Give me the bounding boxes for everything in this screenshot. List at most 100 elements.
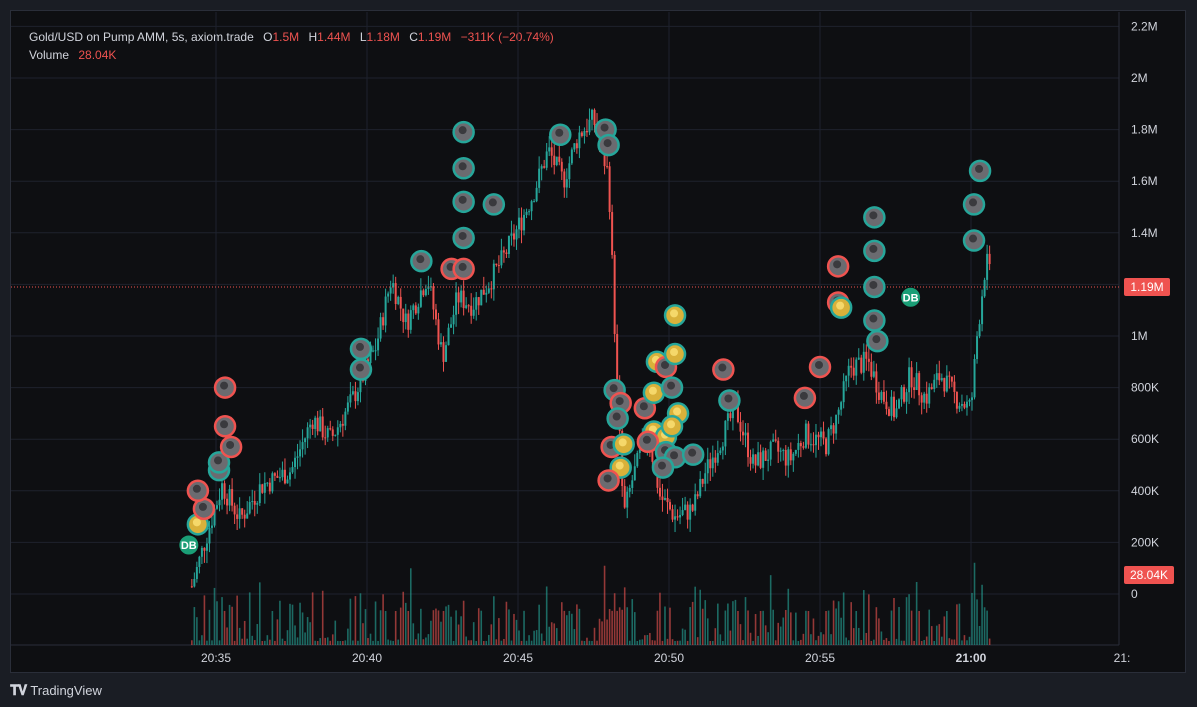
candle-body[interactable] (870, 361, 873, 377)
candle-body[interactable] (616, 334, 619, 382)
candle-body[interactable] (439, 342, 442, 345)
candle-body[interactable] (263, 482, 266, 493)
candle-body[interactable] (694, 494, 697, 511)
candle-body[interactable] (321, 416, 324, 438)
candle-body[interactable] (271, 473, 274, 492)
candle-body[interactable] (940, 378, 943, 381)
candle-body[interactable] (593, 109, 596, 125)
candle-body[interactable] (792, 453, 795, 461)
candle-body[interactable] (736, 400, 739, 422)
candle-body[interactable] (661, 496, 664, 500)
candle-body[interactable] (978, 324, 981, 337)
candle-body[interactable] (799, 443, 802, 447)
candle-body[interactable] (835, 414, 838, 434)
candle-body[interactable] (389, 287, 392, 294)
candle-body[interactable] (339, 423, 342, 428)
candle-body[interactable] (716, 453, 719, 463)
candle-body[interactable] (787, 449, 790, 466)
candle-body[interactable] (580, 132, 583, 136)
candle-body[interactable] (955, 391, 958, 409)
candle-body[interactable] (706, 459, 709, 474)
candle-body[interactable] (658, 487, 661, 497)
candle-body[interactable] (588, 119, 591, 133)
candle-body[interactable] (807, 423, 810, 445)
candle-body[interactable] (611, 212, 614, 255)
candle-body[interactable] (246, 513, 249, 519)
candle-body[interactable] (200, 547, 203, 557)
candle-body[interactable] (356, 392, 359, 402)
candle-body[interactable] (867, 358, 870, 362)
candle-body[interactable] (747, 432, 750, 458)
candle-body[interactable] (540, 166, 543, 169)
candle-body[interactable] (721, 446, 724, 451)
candle-body[interactable] (958, 405, 961, 409)
candle-body[interactable] (243, 514, 246, 519)
candle-body[interactable] (950, 376, 953, 382)
candle-body[interactable] (273, 473, 276, 476)
candle-body[interactable] (782, 450, 785, 452)
candle-body[interactable] (326, 428, 329, 438)
candle-body[interactable] (789, 449, 792, 461)
candle-body[interactable] (299, 449, 302, 457)
candle-body[interactable] (314, 417, 317, 429)
candle-body[interactable] (341, 423, 344, 426)
candle-body[interactable] (442, 342, 445, 362)
candle-body[interactable] (583, 130, 586, 136)
candle-body[interactable] (291, 467, 294, 473)
candle-body[interactable] (651, 448, 654, 462)
candle-body[interactable] (963, 403, 966, 408)
candle-body[interactable] (417, 306, 420, 314)
candle-body[interactable] (497, 265, 500, 267)
candle-body[interactable] (525, 211, 528, 215)
candle-body[interactable] (590, 109, 593, 120)
candle-body[interactable] (699, 478, 702, 497)
candle-body[interactable] (359, 371, 362, 393)
candle-body[interactable] (880, 391, 883, 400)
candle-body[interactable] (555, 156, 558, 166)
candle-body[interactable] (500, 250, 503, 266)
candle-body[interactable] (286, 479, 289, 484)
candle-body[interactable] (422, 290, 425, 296)
candle-body[interactable] (538, 168, 541, 188)
candle-body[interactable] (231, 489, 234, 506)
candle-body[interactable] (570, 149, 573, 164)
candle-body[interactable] (429, 286, 432, 288)
candle-body[interactable] (847, 365, 850, 376)
candle-body[interactable] (971, 397, 974, 401)
candle-body[interactable] (608, 166, 611, 213)
candle-body[interactable] (739, 422, 742, 432)
candle-body[interactable] (266, 482, 269, 484)
candle-body[interactable] (434, 309, 437, 320)
candle-body[interactable] (296, 456, 299, 458)
candle-body[interactable] (663, 497, 666, 500)
candle-body[interactable] (981, 296, 984, 325)
candle-body[interactable] (251, 501, 254, 503)
candle-body[interactable] (311, 424, 314, 429)
candle-body[interactable] (512, 233, 515, 240)
candle-body[interactable] (948, 375, 951, 377)
candle-body[interactable] (719, 450, 722, 454)
candle-body[interactable] (490, 288, 493, 290)
candle-body[interactable] (543, 166, 546, 168)
candle-body[interactable] (578, 132, 581, 149)
candle-body[interactable] (241, 508, 244, 515)
candle-body[interactable] (470, 305, 473, 316)
candle-body[interactable] (872, 371, 875, 377)
candle-body[interactable] (533, 201, 536, 203)
dev-buy-marker[interactable] (900, 286, 922, 308)
candle-body[interactable] (402, 308, 405, 323)
candle-body[interactable] (887, 409, 890, 416)
candle-body[interactable] (520, 217, 523, 231)
candle-body[interactable] (387, 293, 390, 297)
candle-body[interactable] (797, 443, 800, 450)
candle-body[interactable] (550, 147, 553, 156)
candle-body[interactable] (213, 508, 216, 526)
candle-body[interactable] (895, 408, 898, 418)
candle-body[interactable] (288, 472, 291, 480)
candle-body[interactable] (777, 440, 780, 452)
candle-body[interactable] (631, 480, 634, 488)
candle-body[interactable] (988, 253, 991, 265)
candle-body[interactable] (890, 396, 893, 416)
candle-body[interactable] (669, 502, 672, 510)
candle-body[interactable] (945, 375, 948, 392)
